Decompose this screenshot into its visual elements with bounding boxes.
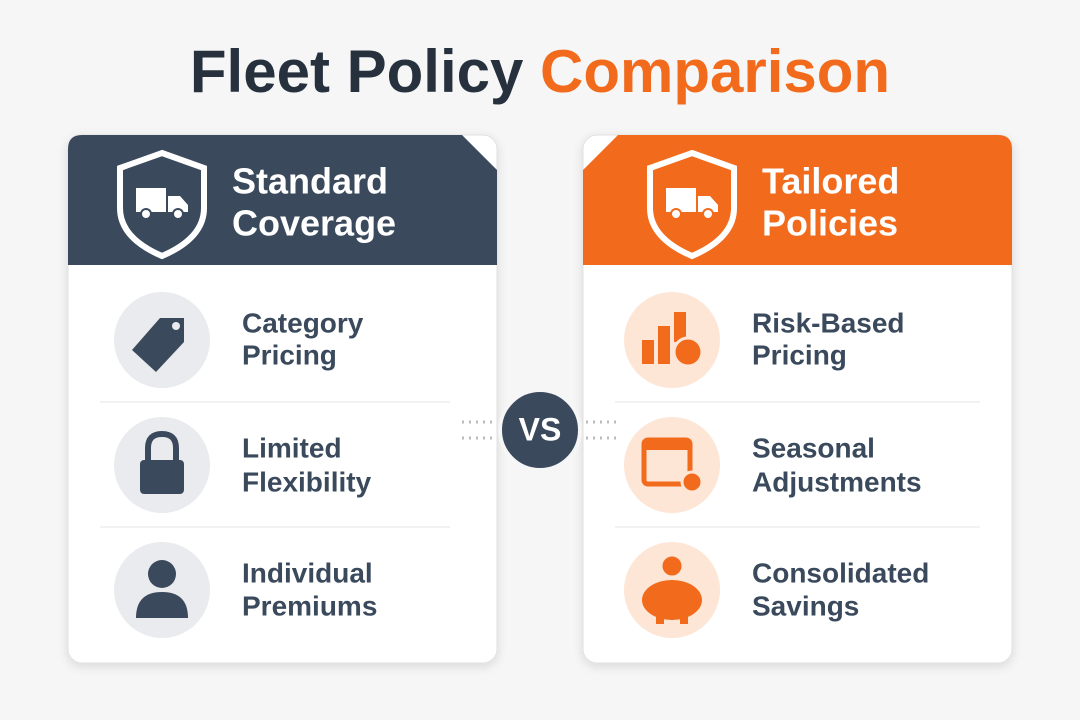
truck-icon xyxy=(702,208,714,220)
standard-card: Standard Coverage Category Pricing Limit… xyxy=(67,134,498,664)
shield-icon xyxy=(647,149,737,260)
icon-circle xyxy=(624,417,720,513)
coin-icon xyxy=(659,553,685,579)
item-text: Individual xyxy=(242,557,373,588)
vs-circle xyxy=(498,388,582,472)
header-text: Coverage xyxy=(232,203,396,244)
person-icon xyxy=(136,592,188,618)
truck-icon xyxy=(172,208,184,220)
truck-icon xyxy=(168,196,188,212)
calendar-icon xyxy=(644,440,690,450)
header-text: Policies xyxy=(762,203,898,244)
header-text: Standard xyxy=(232,161,388,202)
item-text: Premiums xyxy=(242,590,377,621)
lock-icon xyxy=(140,460,184,494)
tag-icon xyxy=(132,318,184,372)
sun-icon xyxy=(680,470,704,494)
piggy-icon xyxy=(642,580,702,620)
item-text: Flexibility xyxy=(242,466,372,497)
truck-icon xyxy=(698,196,718,212)
title-accent: Comparison xyxy=(540,38,890,105)
icon-circle xyxy=(114,542,210,638)
lock-icon xyxy=(145,430,179,462)
bars-icon xyxy=(642,340,654,364)
tailored-card: Tailored Policies Risk-Based Pricing Sea… xyxy=(582,134,1013,664)
shield-icon xyxy=(117,149,207,260)
item-text: Risk-Based xyxy=(752,307,905,338)
bars-icon xyxy=(658,326,670,364)
item-text: Consolidated xyxy=(752,557,929,588)
card-header xyxy=(583,135,1012,265)
title: Fleet Policy Comparison xyxy=(190,38,890,105)
item-text: Adjustments xyxy=(752,466,922,497)
item-text: Pricing xyxy=(752,339,847,370)
icon-circle xyxy=(624,292,720,388)
piggy-icon xyxy=(656,612,664,624)
truck-icon xyxy=(140,208,152,220)
coin-icon xyxy=(672,336,704,368)
item-text: Limited xyxy=(242,432,342,463)
bars-icon xyxy=(674,312,686,342)
truck-icon xyxy=(666,188,696,212)
item-text: Savings xyxy=(752,590,859,621)
item-text: Pricing xyxy=(242,339,337,370)
piggy-icon xyxy=(680,612,688,624)
person-icon xyxy=(148,560,176,588)
tag-icon xyxy=(172,322,180,330)
item-text: Category xyxy=(242,307,364,338)
vs-text: VS xyxy=(519,411,562,447)
item-text: Seasonal xyxy=(752,432,875,463)
header-text: Tailored xyxy=(762,161,899,202)
vs-badge: VS xyxy=(462,388,618,472)
truck-icon xyxy=(136,188,166,212)
card-header xyxy=(68,135,497,265)
truck-icon xyxy=(670,208,682,220)
title-lead: Fleet Policy xyxy=(190,38,524,105)
